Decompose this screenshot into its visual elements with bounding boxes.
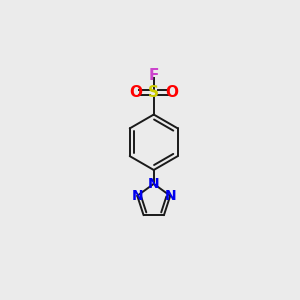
Text: O: O [165,85,178,100]
Text: S: S [148,85,159,100]
Text: O: O [129,85,142,100]
Text: N: N [131,189,143,203]
Text: N: N [164,189,176,203]
Text: F: F [148,68,159,83]
Text: N: N [148,177,160,191]
